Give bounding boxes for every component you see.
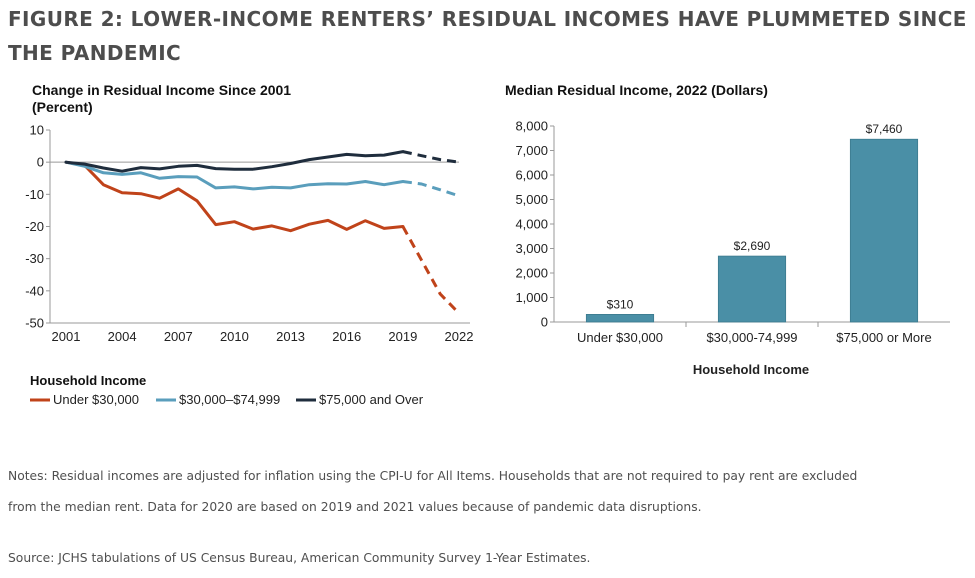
bar-y-tick-label: 0 <box>541 315 548 330</box>
line-chart-legend: Household Income Under $30,000 $30,000–$7… <box>30 373 424 407</box>
bar-y-tick-label: 2,000 <box>515 266 548 281</box>
bar-y-tick-label: 8,000 <box>515 119 548 134</box>
x-tick-label: 2013 <box>276 329 305 344</box>
bar <box>717 255 787 323</box>
line-series-2 <box>64 160 405 191</box>
x-tick-label: 2016 <box>332 329 361 344</box>
y-tick-label: -20 <box>25 219 44 234</box>
notes-line-1: Notes: Residual incomes are adjusted for… <box>8 469 858 483</box>
legend-label: $75,000 and Over <box>319 392 424 407</box>
bar-value-label: $2,690 <box>734 239 771 253</box>
bar-y-tick-label: 4,000 <box>515 217 548 232</box>
bar-chart-title: Median Residual Income, 2022 (Dollars) <box>505 82 768 98</box>
y-tick-label: -50 <box>25 316 44 331</box>
line-series-1-projected <box>401 225 461 315</box>
x-tick-label: 2001 <box>52 329 81 344</box>
figure-title: FIGURE 2: LOWER-INCOME RENTERS’ RESIDUAL… <box>8 7 967 65</box>
bar-value-label: $7,460 <box>866 122 903 136</box>
line-series-1 <box>64 160 405 233</box>
y-tick-label: 0 <box>37 155 44 170</box>
bar-y-tick-label: 7,000 <box>515 143 548 158</box>
line-chart-subtitle: (Percent) <box>32 99 93 115</box>
bar-category-label: $75,000 or More <box>836 330 931 345</box>
line-series-3 <box>64 150 405 173</box>
bar <box>849 138 919 323</box>
line-chart-title-block: Change in Residual Income Since 2001 (Pe… <box>32 82 291 116</box>
bar-y-tick-label: 1,000 <box>515 290 548 305</box>
x-tick-label: 2004 <box>108 329 137 344</box>
y-tick-label: -30 <box>25 251 44 266</box>
x-tick-label: 2010 <box>220 329 249 344</box>
bar-value-label: $310 <box>607 297 634 311</box>
y-tick-label: -40 <box>25 283 44 298</box>
y-tick-label: 10 <box>30 123 44 138</box>
y-tick-label: -10 <box>25 187 44 202</box>
line-chart: 10 0 -10 -20 -30 -40 -50 2001 2004 2007 2010 2013 20… <box>25 123 474 408</box>
bar-y-tick-label: 6,000 <box>515 168 548 183</box>
legend-label: $30,000–$74,999 <box>179 392 280 407</box>
x-tick-label: 2019 <box>388 329 417 344</box>
bar-chart-xlabel: Household Income <box>693 362 809 377</box>
bar-chart: $310 Under $30,000 $2,690 $30,000-74,999 $7,… <box>515 119 950 377</box>
line-chart-title: Change in Residual Income Since 2001 <box>32 82 292 98</box>
bar-category-label: $30,000-74,999 <box>706 330 797 345</box>
x-tick-label: 2007 <box>164 329 193 344</box>
source-note: Source: JCHS tabulations of US Census Bu… <box>8 551 591 565</box>
bar <box>585 314 655 323</box>
notes-line-2: from the median rent. Data for 2020 are … <box>8 500 702 514</box>
bar-y-tick-label: 3,000 <box>515 241 548 256</box>
line-series-3-projected <box>402 150 460 164</box>
legend-label: Under $30,000 <box>53 392 139 407</box>
bar-category-label: Under $30,000 <box>577 330 663 345</box>
bar-y-tick-label: 5,000 <box>515 192 548 207</box>
legend-title: Household Income <box>30 373 146 388</box>
x-tick-label: 2022 <box>445 329 474 344</box>
line-series-2-projected <box>402 180 460 198</box>
